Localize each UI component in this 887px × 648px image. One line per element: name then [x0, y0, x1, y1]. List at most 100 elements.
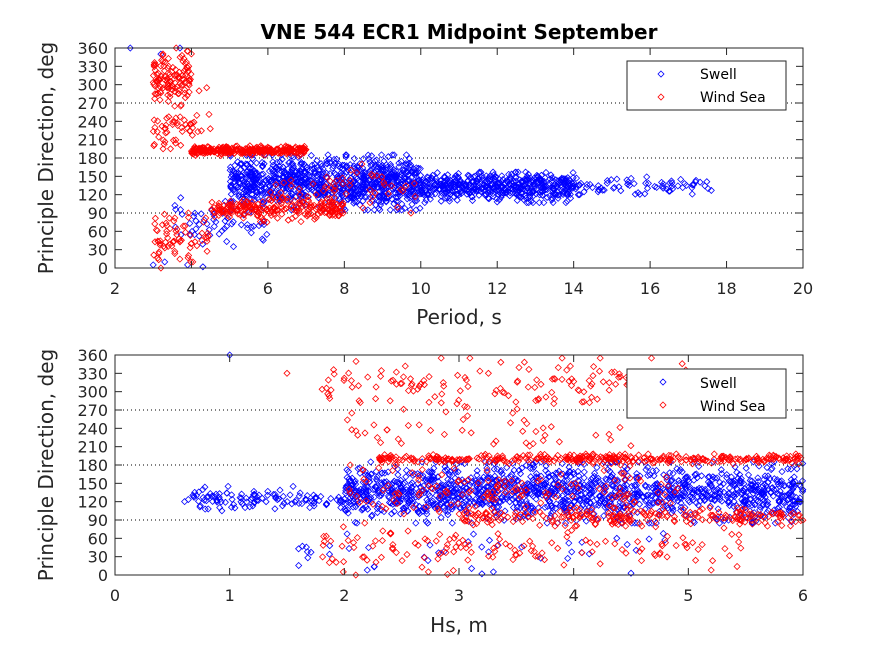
- swell-point: [312, 493, 320, 501]
- wind-sea-point: [495, 516, 503, 524]
- wind-sea-point: [576, 512, 584, 520]
- swell-point: [576, 191, 584, 199]
- swell-point: [457, 188, 465, 196]
- wind-sea-point: [180, 55, 188, 63]
- wind-sea-point: [626, 462, 634, 470]
- swell-point: [223, 222, 231, 230]
- swell-point: [592, 501, 600, 509]
- swell-point: [564, 496, 572, 504]
- wind-sea-point: [193, 111, 201, 119]
- swell-point: [390, 200, 398, 208]
- wind-sea-point: [398, 557, 406, 565]
- swell-point: [202, 497, 210, 505]
- wind-sea-point: [187, 258, 195, 266]
- swell-point: [731, 463, 739, 471]
- wind-sea-point: [582, 536, 590, 544]
- wind-sea-point: [516, 511, 525, 519]
- wind-sea-point: [621, 453, 629, 462]
- wind-sea-point: [202, 214, 210, 222]
- swell-point: [435, 505, 443, 513]
- wind-sea-point: [431, 455, 439, 463]
- swell-point: [594, 182, 602, 190]
- wind-sea-point: [164, 91, 172, 99]
- swell-point: [664, 483, 672, 491]
- wind-sea-point: [578, 549, 586, 557]
- swell-point: [730, 502, 738, 510]
- wind-sea-point: [225, 213, 234, 221]
- swell-point: [486, 172, 494, 180]
- swell-point: [781, 481, 789, 489]
- wind-sea-point: [554, 364, 562, 372]
- wind-sea-point: [215, 199, 223, 207]
- swell-point: [405, 498, 413, 506]
- swell-point: [664, 504, 672, 512]
- swell-point: [523, 199, 531, 207]
- wind-sea-point: [485, 552, 493, 560]
- swell-point: [380, 157, 388, 165]
- swell-point: [186, 219, 194, 227]
- wind-sea-point: [461, 540, 469, 548]
- swell-point: [349, 185, 357, 193]
- swell-point: [624, 180, 632, 188]
- wind-sea-point: [543, 514, 551, 522]
- wind-sea-point: [658, 540, 666, 548]
- swell-point: [229, 243, 238, 251]
- wind-sea-point: [682, 541, 690, 549]
- swell-point: [566, 190, 574, 198]
- wind-sea-point: [164, 97, 172, 105]
- swell-point: [515, 466, 523, 474]
- wind-sea-point: [514, 377, 522, 385]
- legend: Swell Wind Sea: [626, 60, 787, 111]
- swell-point: [259, 236, 267, 244]
- wind-sea-point: [501, 482, 509, 490]
- swell-point: [449, 487, 457, 495]
- wind-sea-point: [322, 384, 331, 392]
- wind-sea-point: [204, 229, 212, 237]
- swell-point: [714, 493, 722, 501]
- wind-sea-point: [454, 371, 462, 379]
- wind-sea-point: [583, 508, 591, 516]
- swell-point: [720, 488, 728, 496]
- x-tick-label: 14: [563, 279, 583, 298]
- swell-point: [648, 484, 656, 492]
- wind-sea-point: [560, 561, 568, 569]
- swell-point: [530, 188, 538, 196]
- wind-sea-point: [593, 540, 601, 548]
- swell-point: [428, 174, 436, 182]
- swell-point: [473, 178, 481, 186]
- swell-point: [771, 519, 779, 527]
- swell-point: [518, 464, 526, 472]
- swell-point: [259, 196, 267, 204]
- wind-sea-point: [497, 358, 505, 366]
- wind-sea-point: [420, 381, 428, 389]
- wind-sea-point: [342, 190, 350, 198]
- swell-point: [354, 192, 362, 200]
- wind-sea-point: [404, 387, 413, 395]
- wind-sea-point: [171, 87, 179, 96]
- swell-point: [690, 181, 698, 189]
- plot-hs: 0 1 2 3 4 5 6030609012015018021024027030033036…: [34, 346, 808, 637]
- swell-point: [368, 511, 376, 519]
- wind-sea-point: [561, 522, 569, 530]
- swell-point: [726, 501, 734, 510]
- swell-point: [228, 495, 236, 503]
- swell-point: [761, 472, 769, 480]
- wind-sea-point: [572, 479, 580, 487]
- swell-point: [533, 179, 541, 187]
- swell-point: [380, 508, 388, 516]
- wind-sea-point: [280, 205, 288, 213]
- wind-sea-point: [737, 457, 745, 465]
- wind-sea-point: [583, 510, 591, 518]
- wind-sea-point: [330, 366, 338, 374]
- swell-point: [604, 503, 612, 511]
- wind-sea-point: [150, 80, 158, 88]
- wind-sea-point: [442, 549, 450, 557]
- wind-sea-point: [387, 377, 395, 385]
- swell-point: [348, 193, 356, 201]
- wind-sea-point: [585, 456, 593, 465]
- wind-sea-point: [354, 382, 363, 390]
- swell-point: [714, 505, 722, 513]
- swell-point: [306, 504, 314, 512]
- swell-point: [339, 179, 347, 187]
- swell-point: [329, 185, 338, 193]
